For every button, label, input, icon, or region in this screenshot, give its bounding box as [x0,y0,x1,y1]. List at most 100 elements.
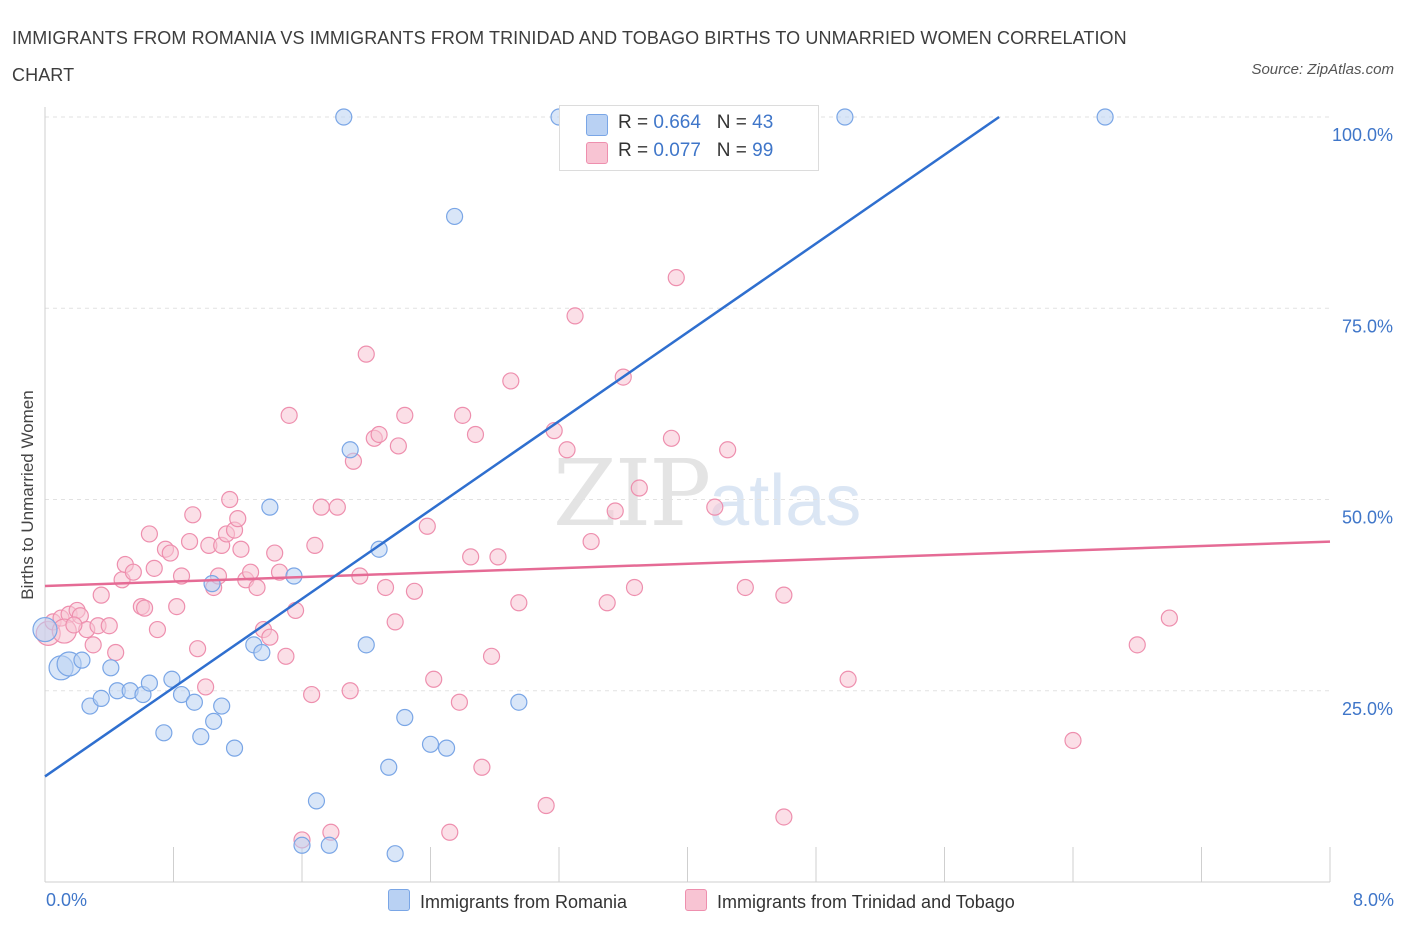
romania-point [1096,108,1114,126]
trinidad-point [473,758,491,776]
trinidad-point [1128,636,1146,654]
trinidad-point [266,544,284,562]
trinidad-n-value: 99 [752,140,774,161]
trinidad-point [188,640,207,658]
trinidad-point [306,536,324,555]
trinidad-point [100,617,118,635]
trinidad-point [1160,609,1178,627]
trinidad-point [107,643,125,662]
trinidad-point [396,406,414,424]
legend-item-trinidad[interactable]: Immigrants from Trinidad and Tobago [685,889,1015,913]
romania-point [203,575,221,593]
grid-lines [45,116,1330,692]
romania-n-label: N = [716,112,747,133]
romania-point [836,108,854,126]
trend-lines [44,115,1331,778]
trinidad-point [341,682,359,700]
trinidad-point [135,599,154,617]
trinidad-point [582,532,600,551]
trinidad-point [145,559,163,577]
trinidad-point [286,601,305,620]
romania-point [293,836,311,854]
trinidad-point [84,636,102,654]
trinidad-trend-line [44,540,1331,588]
trinidad-legend-swatch [685,889,707,911]
trinidad-point [630,479,648,497]
trinidad-point [482,647,501,665]
trinidad-point [92,586,110,604]
romania-point [92,689,110,708]
trinidad-point [389,437,407,455]
axes [44,107,1331,883]
trinidad-point [418,517,436,535]
trinidad-point [462,548,480,566]
trinidad-point [450,693,469,711]
romania-point [437,739,456,757]
y-tick-label-75: 75.0% [1342,316,1393,336]
trinidad-point [197,678,215,696]
romania-point [421,735,440,753]
romania-point [172,685,191,704]
trinidad-point [328,498,346,516]
trinidad-point [370,425,388,444]
romania-point [205,712,223,730]
trinidad-point [667,269,685,287]
romania-legend-swatch [388,889,410,911]
trinidad-point [662,429,681,447]
y-tick-label-25: 25.0% [1342,699,1393,719]
romania-point [261,498,279,516]
source-credit: Source: ZipAtlas.com [1251,61,1394,78]
legend-item-romania[interactable]: Immigrants from Romania [388,889,627,913]
trinidad-point [537,796,555,815]
romania-point [140,674,159,692]
trinidad-point [558,441,576,459]
romania-trend-line [44,115,1000,778]
romania-point [341,441,359,459]
romania-point [370,540,388,558]
romania-r-label: R = [618,112,649,133]
romania-swatch [586,114,608,136]
y-tick-label-100: 100.0% [1332,125,1393,145]
trinidad-point [441,823,459,841]
romania-point [357,636,375,654]
trinidad-point [606,502,624,520]
romania-point [32,616,58,643]
romania-point [396,708,414,727]
romania-r-value: 0.664 [653,112,701,133]
trinidad-point [221,490,239,509]
trinidad-point [168,597,186,616]
trinidad-point [140,525,159,543]
trinidad-point [775,808,793,826]
trinidad-point [65,616,83,634]
trinidad-point [303,685,321,704]
trinidad-swatch [586,142,608,164]
romania-point [225,739,244,757]
trinidad-point [242,563,260,581]
trinidad-point [357,345,375,363]
trinidad-n-label: N = [716,140,747,161]
romania-point [155,724,173,742]
correlation-legend: R = 0.664 N = 43 R = 0.077 N = 99 [559,105,819,171]
trinidad-point [229,510,247,528]
romania-point [253,643,271,662]
trinidad-point [280,406,298,424]
trinidad-point [466,425,485,444]
trinidad-point [124,563,142,581]
romania-points [32,108,1114,863]
trinidad-point [510,594,528,612]
trinidad-point [312,498,330,516]
trinidad-legend-label: Immigrants from Trinidad and Tobago [717,892,1015,912]
y-tick-label-50: 50.0% [1342,508,1393,528]
romania-point [307,792,326,810]
trinidad-point [425,670,443,688]
trinidad-r-value: 0.077 [653,140,701,161]
trinidad-point [489,548,507,566]
romania-point [335,108,353,126]
trinidad-point [736,578,754,597]
trinidad-point [566,307,584,325]
trinidad-point [376,578,395,597]
trinidad-point [1064,731,1082,750]
trinidad-point [180,532,199,551]
trinidad-point [161,544,179,562]
